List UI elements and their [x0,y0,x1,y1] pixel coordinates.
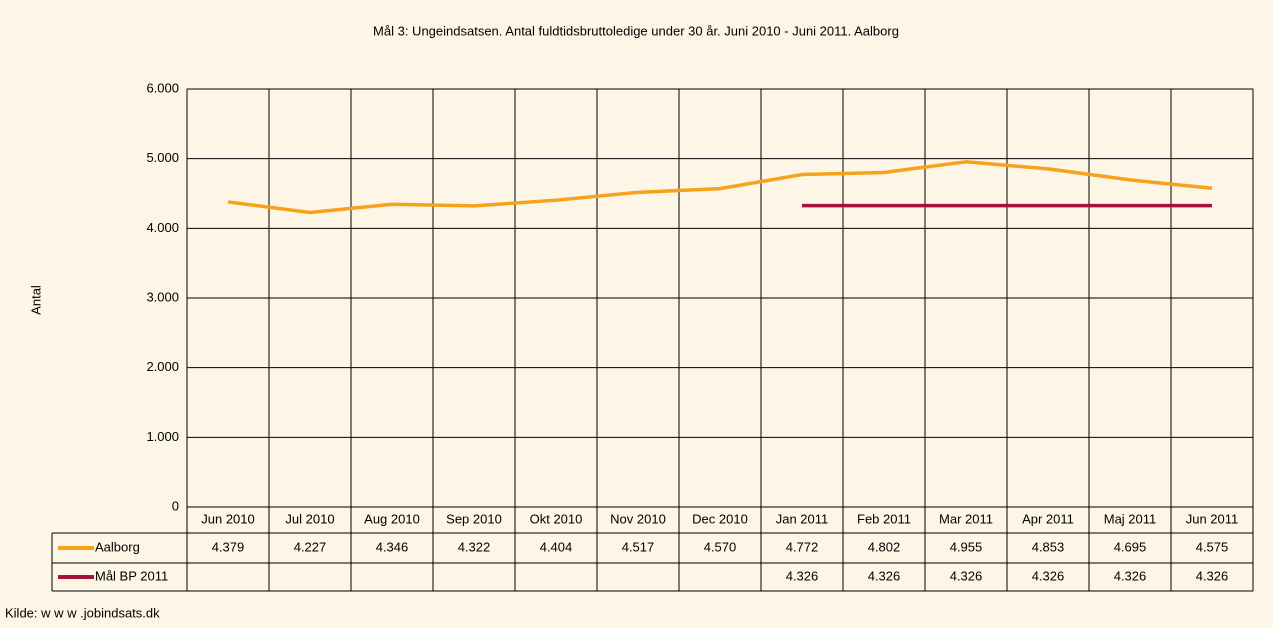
value-label: 4.772 [786,539,819,554]
x-tick-label: Apr 2011 [1022,511,1074,526]
value-label: 4.326 [786,568,819,583]
source: Kilde: w w w .jobindsats.dk [5,605,160,620]
series-line [227,160,1213,215]
legend-label: Mål BP 2011 [95,568,168,583]
value-label: 4.326 [950,568,983,583]
value-label: 4.326 [1114,568,1147,583]
x-tick-label: Sep 2010 [446,511,502,526]
x-tick-label: Feb 2011 [857,511,911,526]
value-label: 4.379 [212,539,245,554]
value-label: 4.326 [1196,568,1229,583]
value-label: 4.570 [704,539,737,554]
value-label: 4.517 [622,539,655,554]
y-tick-label: 6.000 [146,80,179,95]
x-tick-label: Jul 2010 [285,511,334,526]
x-tick-label: Dec 2010 [692,511,748,526]
value-label: 4.326 [1032,568,1065,583]
y-tick-label: 5.000 [146,150,179,165]
x-tick-label: Maj 2011 [1104,511,1157,526]
value-label: 4.404 [540,539,573,554]
legend-label: Aalborg [95,539,140,554]
value-label: 4.227 [294,539,327,554]
y-tick-label: 4.000 [146,220,179,235]
value-label: 4.322 [458,539,491,554]
value-label: 4.853 [1032,539,1065,554]
x-tick-label: Okt 2010 [530,511,583,526]
value-label: 4.695 [1114,539,1147,554]
y-tick-label: 3.000 [146,289,179,304]
y-axis-label: Antal [28,285,43,315]
value-label: 4.346 [376,539,409,554]
value-label: 4.802 [868,539,901,554]
value-label: 4.955 [950,539,983,554]
x-tick-label: Mar 2011 [939,511,993,526]
chart-title: Mål 3: Ungeindsatsen. Antal fuldtidsbrut… [373,23,899,38]
x-tick-label: Aug 2010 [364,511,420,526]
y-tick-label: 1.000 [146,429,179,444]
value-label: 4.575 [1196,539,1229,554]
y-tick-label: 2.000 [146,359,179,374]
x-tick-label: Jan 2011 [776,511,829,526]
x-tick-label: Nov 2010 [610,511,666,526]
x-tick-label: Jun 2010 [201,511,255,526]
x-tick-label: Jun 2011 [1186,511,1239,526]
y-tick-label: 0 [172,498,179,513]
value-label: 4.326 [868,568,901,583]
